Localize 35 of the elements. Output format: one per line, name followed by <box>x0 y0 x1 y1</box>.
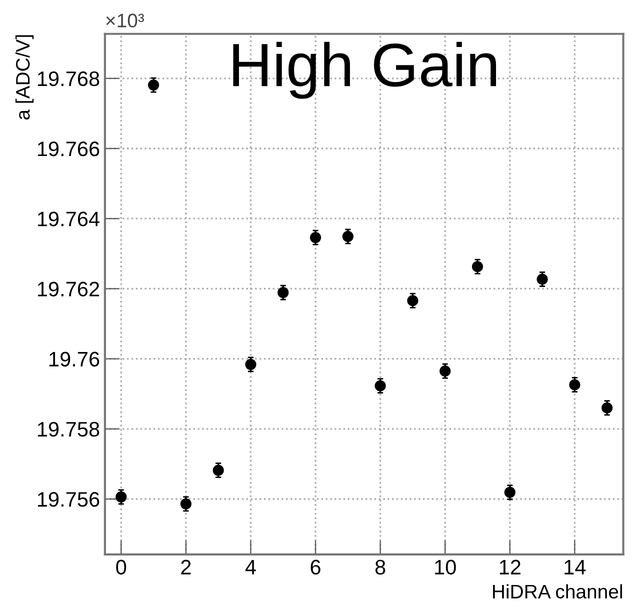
y-tick-label: 19.764 <box>38 212 100 226</box>
x-tick-label: 10 <box>435 560 456 575</box>
point <box>342 230 354 242</box>
x-tick-label: 8 <box>375 560 386 575</box>
point <box>602 402 613 414</box>
x-tick-label: 4 <box>245 560 256 574</box>
point <box>148 80 160 91</box>
text: ×10³ <box>106 14 144 28</box>
y-tick-label: 19.766 <box>38 142 100 156</box>
x-tick-label: 2 <box>181 560 191 574</box>
point <box>374 380 386 392</box>
y-axis-title: a [ADC/V] <box>15 35 34 120</box>
point <box>472 261 484 272</box>
point <box>180 498 192 510</box>
y-tick-label: 19.762 <box>38 282 100 296</box>
point <box>278 287 289 298</box>
point <box>407 295 418 306</box>
x-tick-label: 12 <box>500 560 520 574</box>
point <box>536 274 548 285</box>
y-tick-label: 19.756 <box>38 492 100 507</box>
point <box>504 486 516 498</box>
point <box>212 464 224 476</box>
y-tick-label: 19.76 <box>50 352 100 367</box>
point <box>116 491 127 502</box>
point <box>569 379 580 390</box>
y-tick-label: 19.758 <box>38 422 100 437</box>
point <box>310 232 322 244</box>
x-tick-label: 0 <box>116 560 126 575</box>
x-axis-title: HiDRA channel <box>493 584 622 599</box>
x-tick-label: 14 <box>564 560 586 574</box>
point <box>245 358 256 370</box>
y-tick-label: 19.768 <box>38 71 100 86</box>
chart-title: High Gain <box>233 42 496 99</box>
point <box>440 366 451 377</box>
x-tick-label: 6 <box>310 560 320 575</box>
